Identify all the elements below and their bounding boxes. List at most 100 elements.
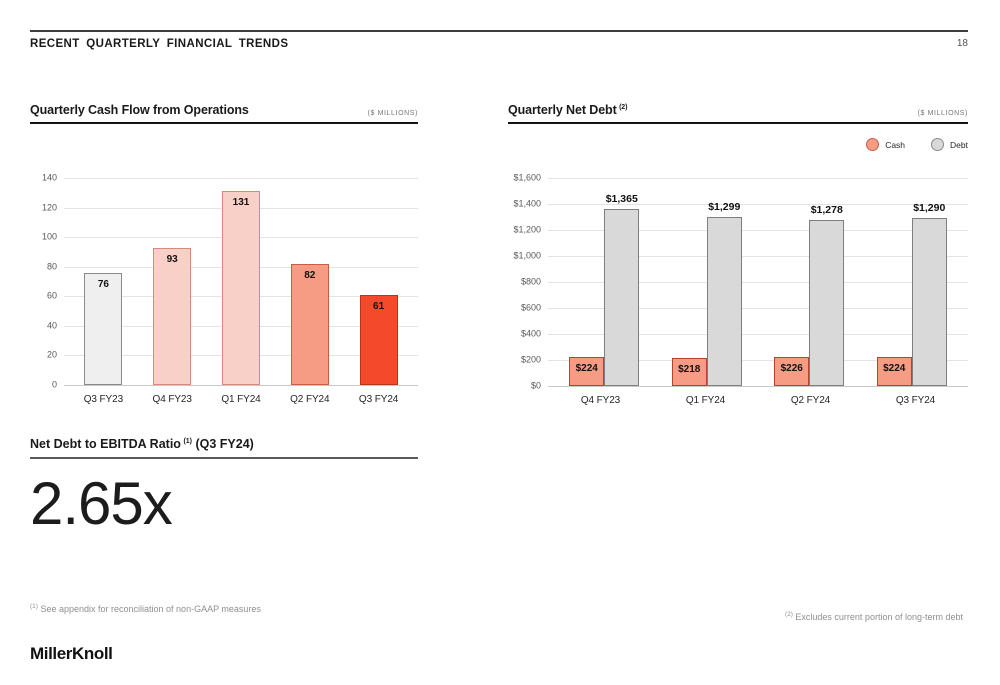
top-rule <box>30 30 968 32</box>
bar-group-q3-fy24: $224 $1,290 <box>876 202 947 386</box>
y-tick-label: 120 <box>41 202 57 213</box>
bar-value-label: 93 <box>166 253 178 265</box>
charts-row: Quarterly Cash Flow from Operations ($ M… <box>30 103 968 406</box>
y-tick-label: $1,000 <box>513 250 541 261</box>
y-tick-label: 60 <box>46 290 57 301</box>
debt-bar: $1,290 <box>911 202 947 386</box>
cash-bar-value-label: $224 <box>575 362 598 374</box>
footnote-1-marker: (1) <box>30 603 38 610</box>
cash-bar: $226 <box>774 356 810 386</box>
footnote-2-text: Excludes current portion of long-term de… <box>795 612 963 622</box>
cash-bar: $218 <box>671 357 707 386</box>
x-category-label: Q1 FY24 <box>221 394 261 405</box>
x-category-label: Q3 FY24 <box>895 395 936 406</box>
gridline <box>548 334 968 335</box>
debt-bar: $1,365 <box>604 193 640 386</box>
ebitda-ratio-value: 2.65x <box>30 470 173 537</box>
millerknoll-logo: MillerKnoll <box>30 644 113 663</box>
slide-title: RECENT QUARTERLY FINANCIAL TRENDS <box>30 38 289 50</box>
gridline <box>548 256 968 257</box>
cash-bar: $224 <box>569 356 605 386</box>
cash-bar: $224 <box>876 356 912 386</box>
x-category-label: Q4 FY23 <box>580 395 621 406</box>
cash-flow-chart-title: Quarterly Cash Flow from Operations <box>30 103 249 117</box>
x-category-label: Q3 FY24 <box>358 394 399 405</box>
y-tick-label: $200 <box>520 354 541 365</box>
ebitda-ratio-title-text: Net Debt to EBITDA Ratio <box>30 437 181 451</box>
bar-q3-fy24: 61 <box>359 294 398 385</box>
bar-q3-fy23: 76 <box>84 272 123 385</box>
debt-bar-value-label: $1,299 <box>708 201 741 214</box>
bars-row: $224 $1,365 $218 $1,299 $226 $1,278 $224 $1,290 <box>548 193 968 386</box>
y-tick-label: 80 <box>46 261 57 272</box>
ebitda-ratio-footnote-marker: (1) <box>183 437 192 445</box>
gridline <box>548 230 968 231</box>
cash-flow-chart-header: Quarterly Cash Flow from Operations ($ M… <box>30 103 418 124</box>
net-debt-chart-title-text: Quarterly Net Debt <box>508 103 617 117</box>
debt-bar: $1,299 <box>706 201 742 386</box>
cash-flow-chart-units: ($ MILLIONS) <box>367 110 418 117</box>
gridline <box>64 178 418 179</box>
net-debt-title-footnote-marker: (2) <box>619 103 628 111</box>
cash-flow-plot-area: 0 20 40 60 80 100 120 140 76 93 131 82 61 <box>42 173 418 390</box>
legend: Cash Debt <box>866 138 968 151</box>
bar-value-label: 131 <box>232 197 250 209</box>
legend-label-cash: Cash <box>885 139 906 150</box>
y-tick-label: 20 <box>46 349 57 360</box>
y-tick-label: 40 <box>46 320 57 331</box>
cash-bar-value-label: $218 <box>678 363 701 375</box>
y-tick-label: $800 <box>520 276 541 287</box>
gridline <box>548 178 968 179</box>
x-category-label: Q3 FY23 <box>83 394 124 405</box>
footnote-2-marker: (2) <box>784 611 793 618</box>
footnote-2: (2) Excludes current portion of long-ter… <box>785 611 963 622</box>
net-debt-x-axis-labels: Q4 FY23 Q1 FY24 Q2 FY24 Q3 FY24 <box>548 395 968 406</box>
bars-row: 76 93 131 82 61 <box>64 191 418 385</box>
cash-flow-chart-panel: Quarterly Cash Flow from Operations ($ M… <box>30 103 418 406</box>
gridline <box>548 308 968 309</box>
x-category-label: Q2 FY24 <box>290 394 330 405</box>
y-tick-label: $1,200 <box>513 224 541 235</box>
footnote-1-text: See appendix for reconciliation of non-G… <box>40 604 261 614</box>
ebitda-ratio-title: Net Debt to EBITDA Ratio (1) (Q3 FY24) <box>30 437 418 459</box>
y-tick-label: $1,400 <box>513 198 541 209</box>
cash-flow-x-axis-labels: Q3 FY23 Q4 FY23 Q1 FY24 Q2 FY24 Q3 FY24 <box>64 394 418 405</box>
gridline <box>64 385 418 386</box>
debt-bar-value-label: $1,290 <box>913 202 946 215</box>
cash-bar-value-label: $224 <box>883 362 906 374</box>
ebitda-ratio-section: Net Debt to EBITDA Ratio (1) (Q3 FY24) 2… <box>30 437 418 538</box>
debt-bar-value-label: $1,278 <box>810 203 843 216</box>
net-debt-chart-units: ($ MILLIONS) <box>917 110 968 117</box>
x-category-label: Q1 FY24 <box>685 395 726 406</box>
y-tick-label: 0 <box>51 379 57 390</box>
gridline <box>548 282 968 283</box>
footnote-1: (1) See appendix for reconciliation of n… <box>30 603 261 614</box>
gridline <box>548 386 968 387</box>
y-tick-label: $0 <box>530 380 541 391</box>
bar-value-label: 76 <box>97 278 109 290</box>
net-debt-chart-panel: Quarterly Net Debt (2) ($ MILLIONS) Cash… <box>508 103 968 406</box>
x-category-label: Q2 FY24 <box>790 395 831 406</box>
ebitda-ratio-qualifier: (Q3 FY24) <box>195 437 254 451</box>
bar-q2-fy24: 82 <box>290 263 329 385</box>
bar-group-q4-fy23: $224 $1,365 <box>569 193 640 386</box>
y-tick-label: $400 <box>520 328 541 339</box>
net-debt-plot-area: $0 $200 $400 $600 $800 $1,000 $1,200 $1,400 $1,6… <box>513 173 968 391</box>
legend-label-debt: Debt <box>950 139 968 150</box>
cash-flow-chart: 0 20 40 60 80 100 120 140 76 93 131 82 61 Q3 FY23 Q4 … <box>30 173 418 405</box>
bar-group-q2-fy24: $226 $1,278 <box>774 204 845 386</box>
debt-legend-dot-icon <box>931 138 945 151</box>
debt-bar: $1,278 <box>809 204 845 386</box>
slide-header: RECENT QUARTERLY FINANCIAL TRENDS 18 <box>30 38 968 50</box>
debt-bar-value-label: $1,365 <box>605 192 638 205</box>
page-number: 18 <box>956 38 968 49</box>
x-category-label: Q4 FY23 <box>152 394 192 405</box>
bar-value-label: 82 <box>304 269 316 281</box>
gridline <box>548 204 968 205</box>
bar-q4-fy23: 93 <box>153 247 192 385</box>
y-tick-label: $600 <box>520 302 541 313</box>
y-tick-label: $1,600 <box>513 172 541 183</box>
y-tick-label: 140 <box>41 172 57 183</box>
net-debt-chart-title: Quarterly Net Debt (2) <box>508 103 627 117</box>
bar-value-label: 61 <box>373 300 385 312</box>
